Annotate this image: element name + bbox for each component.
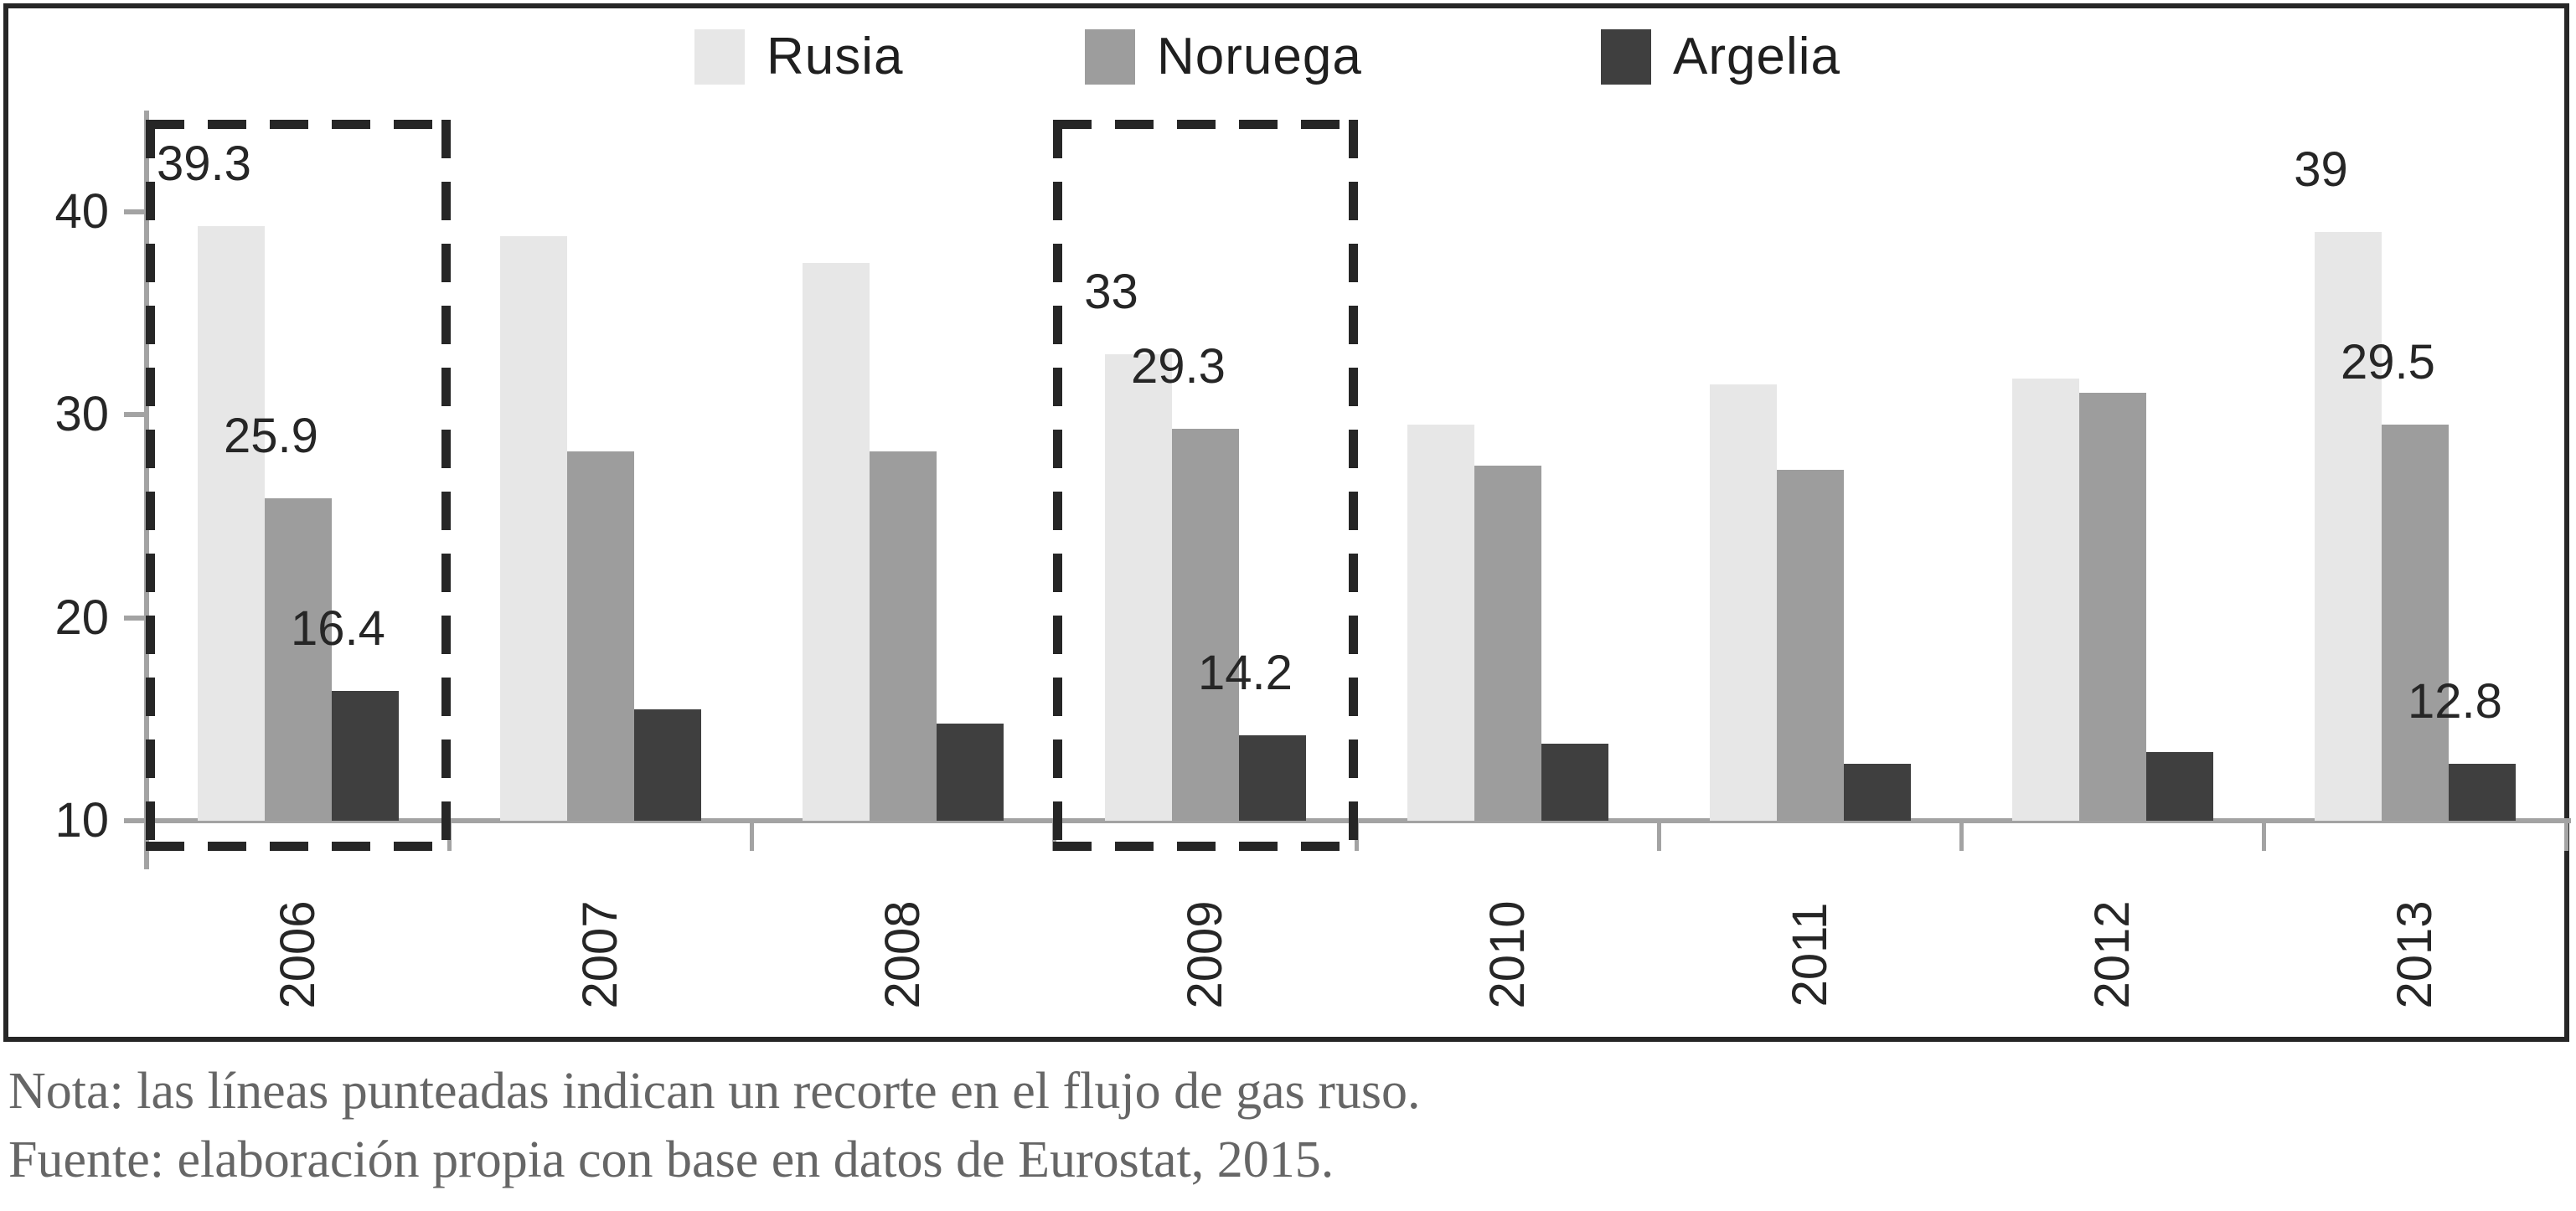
bar-noruega-2010 [1474,465,1541,821]
y-axis-tick [124,818,149,823]
y-axis-tick-label: 20 [54,590,109,645]
x-axis-tick [750,821,754,851]
x-axis-year-label: 2010 [1479,900,1535,1009]
bar-noruega-2013 [2381,425,2449,821]
cut-annotation-box-2006-bottom-edge [145,842,451,851]
bar-rusia-2008 [802,262,870,821]
bar-rusia-2010 [1407,425,1474,821]
bar-rusia-2011 [1709,384,1777,821]
legend-item-argelia: Argelia [1601,29,1840,85]
bar-argelia-2013 [2448,764,2516,821]
x-axis-year-label: 2012 [2084,900,2140,1009]
x-axis-tick [2262,821,2266,851]
y-axis-tick [124,615,149,621]
x-axis-tick [1657,821,1661,851]
note-line: Nota: las líneas punteadas indican un re… [8,1063,1421,1120]
x-axis-year-label: 2011 [1782,902,1837,1007]
x-axis-year-label: 2013 [2387,900,2442,1009]
bar-noruega-2012 [2078,392,2146,821]
legend-swatch-rusia [694,29,745,85]
bar-value-label: 39.3 [157,136,251,191]
y-axis-tick-label: 10 [54,793,109,848]
bar-value-label: 39 [2294,142,2348,198]
bar-value-label: 16.4 [291,600,385,656]
bar-noruega-2011 [1776,469,1844,821]
bar-rusia-2013 [2314,232,2382,821]
bar-argelia-2006 [331,690,399,821]
legend-label: Argelia [1673,28,1840,85]
legend-swatch-argelia [1601,29,1651,85]
bar-noruega-2007 [566,451,634,821]
legend-label: Rusia [767,28,904,85]
legend-item-noruega: Noruega [1085,29,1362,85]
x-axis-year-label: 2006 [270,900,325,1009]
y-axis-tick-label: 30 [54,387,109,442]
bar-argelia-2008 [936,723,1004,821]
bar-argelia-2012 [2145,751,2213,821]
legend-item-rusia: Rusia [694,29,904,85]
figure-notes: Nota: las líneas punteadas indican un re… [8,1057,2522,1194]
x-axis-year-label: 2007 [572,900,627,1009]
cut-annotation-box-2009-right-edge [1348,120,1358,851]
bar-argelia-2010 [1541,743,1608,821]
cut-annotation-box-2006-top-edge [145,120,451,129]
chart-frame [3,3,2569,1042]
bar-value-label: 29.3 [1131,339,1226,394]
x-axis-year-label: 2009 [1177,900,1232,1009]
y-axis-tick [124,412,149,418]
y-axis-tick [124,209,149,214]
bar-rusia-2009 [1104,353,1172,821]
bar-noruega-2009 [1171,429,1239,821]
bar-argelia-2011 [1843,764,1911,821]
bar-value-label: 12.8 [2408,674,2502,729]
bar-argelia-2007 [633,709,701,821]
source-line: Fuente: elaboración propia con base en d… [8,1131,1334,1188]
bar-value-label: 33 [1084,264,1138,319]
bar-value-label: 14.2 [1198,646,1293,701]
legend-swatch-noruega [1085,29,1135,85]
cut-annotation-box-2006-right-edge [441,120,451,851]
bar-rusia-2007 [499,236,567,821]
cut-annotation-box-2006-left-edge [145,120,155,851]
x-axis-tick [2564,821,2568,851]
legend-label: Noruega [1157,28,1362,85]
x-axis-tick [1959,821,1964,851]
cut-annotation-box-2009-bottom-edge [1052,842,1358,851]
bar-value-label: 29.5 [2341,335,2435,390]
cut-annotation-box-2009-top-edge [1052,120,1358,129]
bar-rusia-2006 [197,225,265,821]
cut-annotation-box-2009-left-edge [1052,120,1062,851]
bar-noruega-2008 [869,451,937,821]
y-axis-tick-label: 40 [54,184,109,239]
bar-argelia-2009 [1238,735,1306,821]
bar-value-label: 25.9 [224,408,318,463]
bar-noruega-2006 [264,497,332,821]
bar-rusia-2012 [2011,378,2079,821]
x-axis-year-label: 2008 [875,900,930,1009]
